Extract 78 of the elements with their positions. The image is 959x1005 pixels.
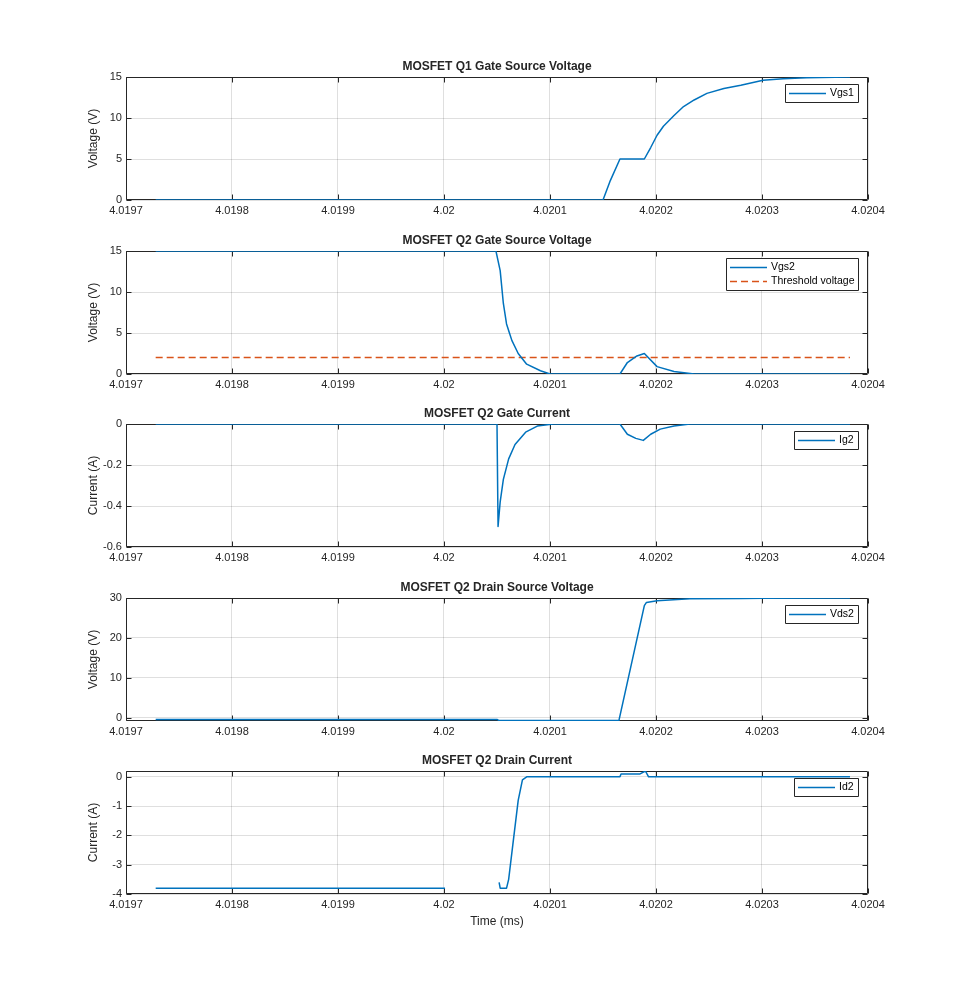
y-tick-label: 0 [115, 710, 122, 723]
x-tick-label: 4.0198 [215, 377, 249, 390]
y-tick-label: -3 [112, 857, 122, 870]
y-tick-label: 15 [109, 243, 122, 256]
x-tick-label: 4.0197 [109, 377, 143, 390]
y-tick-label: -2 [112, 828, 122, 841]
x-tick-label: 4.0197 [109, 203, 143, 216]
x-tick-label: 4.0203 [745, 550, 779, 563]
legend-label: Vds2 [830, 606, 855, 619]
chart-title: MOSFET Q2 Drain Source Voltage [400, 579, 594, 594]
x-tick-label: 4.0199 [321, 897, 355, 910]
x-tick-label: 4.0204 [851, 724, 885, 737]
legend-label: Threshold voltage [771, 273, 855, 286]
x-tick-label: 4.0202 [639, 203, 673, 216]
y-tick-label: 5 [115, 325, 122, 338]
y-axis-title: Current (A) [85, 802, 100, 863]
y-tick-label: -1 [112, 799, 122, 812]
x-tick-label: 4.0201 [533, 203, 567, 216]
x-tick-label: 4.0201 [533, 377, 567, 390]
x-tick-label: 4.0202 [639, 724, 673, 737]
x-tick-label: 4.0199 [321, 724, 355, 737]
y-tick-label: 30 [109, 590, 122, 603]
x-tick-label: 4.02 [433, 897, 455, 910]
x-tick-label: 4.0197 [109, 550, 143, 563]
y-tick-label: 0 [115, 193, 122, 206]
y-tick-label: -4 [112, 887, 122, 900]
legend-label: Ig2 [839, 433, 854, 446]
x-tick-label: 4.0198 [215, 203, 249, 216]
x-tick-label: 4.0198 [215, 897, 249, 910]
legend-label: Id2 [839, 780, 854, 793]
x-tick-label: 4.0204 [851, 550, 885, 563]
y-tick-label: -0.4 [103, 499, 122, 512]
y-tick-label: 10 [109, 670, 122, 683]
x-tick-label: 4.0204 [851, 203, 885, 216]
legend-label: Vgs1 [830, 86, 855, 99]
y-tick-label: -0.2 [103, 458, 122, 471]
x-tick-label: 4.0197 [109, 724, 143, 737]
chart-title: MOSFET Q2 Gate Source Voltage [402, 232, 592, 247]
x-tick-label: 4.0197 [109, 897, 143, 910]
x-tick-label: 4.0198 [215, 724, 249, 737]
x-tick-label: 4.0202 [639, 550, 673, 563]
x-tick-label: 4.0198 [215, 550, 249, 563]
chart-title: MOSFET Q2 Drain Current [421, 753, 573, 768]
y-tick-label: 5 [115, 152, 122, 165]
x-axis-title: Time (ms) [470, 914, 524, 929]
x-tick-label: 4.0202 [639, 377, 673, 390]
y-tick-label: 10 [109, 284, 122, 297]
x-tick-label: 4.02 [433, 724, 455, 737]
x-tick-label: 4.0199 [321, 377, 355, 390]
x-tick-label: 4.0203 [745, 377, 779, 390]
y-tick-label: 0 [115, 417, 122, 430]
x-tick-label: 4.0199 [321, 550, 355, 563]
x-tick-label: 4.0204 [851, 897, 885, 910]
x-tick-label: 4.0201 [533, 550, 567, 563]
x-tick-label: 4.02 [433, 203, 455, 216]
x-tick-label: 4.02 [433, 377, 455, 390]
y-tick-label: 0 [115, 366, 122, 379]
x-tick-label: 4.0201 [533, 724, 567, 737]
y-axis-title: Voltage (V) [85, 108, 100, 169]
y-tick-label: 15 [109, 70, 122, 83]
y-tick-label: -0.6 [103, 540, 122, 553]
y-axis-title: Voltage (V) [85, 629, 100, 689]
x-tick-label: 4.0204 [851, 377, 885, 390]
y-tick-label: 10 [109, 111, 122, 124]
x-tick-label: 4.0199 [321, 203, 355, 216]
x-tick-label: 4.0203 [745, 724, 779, 737]
chart-title: MOSFET Q1 Gate Source Voltage [402, 59, 592, 74]
y-tick-label: 20 [109, 630, 122, 643]
x-tick-label: 4.0203 [745, 203, 779, 216]
x-tick-label: 4.0201 [533, 897, 567, 910]
chart-title: MOSFET Q2 Gate Current [423, 406, 571, 421]
y-axis-title: Voltage (V) [85, 282, 100, 342]
y-tick-label: 0 [115, 769, 122, 782]
x-tick-label: 4.02 [433, 550, 455, 563]
x-tick-label: 4.0202 [639, 897, 673, 910]
x-tick-label: 4.0203 [745, 897, 779, 910]
y-axis-title: Current (A) [85, 455, 100, 516]
legend-label: Vgs2 [771, 259, 796, 272]
